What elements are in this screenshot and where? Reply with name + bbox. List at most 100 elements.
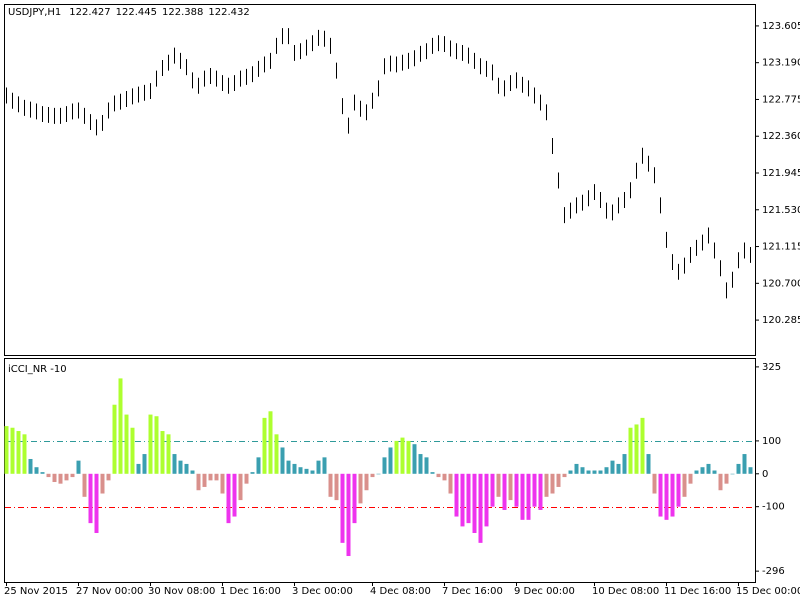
price-panel xyxy=(4,4,756,356)
y-tick-label: -100 xyxy=(762,502,785,513)
x-tick-label: 25 Nov 2015 xyxy=(4,586,68,597)
cci-bar xyxy=(382,457,387,474)
cci-bar xyxy=(232,473,237,517)
cci-bar xyxy=(70,473,75,478)
cci-bar xyxy=(64,473,69,481)
cci-bar xyxy=(532,473,537,507)
cci-bar xyxy=(22,434,27,474)
cci-bar xyxy=(406,440,411,474)
y-tick-label: 100 xyxy=(762,436,781,447)
symbol: USDJPY,H1 xyxy=(8,7,61,18)
y-tick-label: 121.530 xyxy=(762,205,800,216)
cci-bar xyxy=(16,431,21,474)
cci-bar xyxy=(136,463,141,474)
cci-bar xyxy=(76,460,81,474)
cci-bar xyxy=(388,447,393,474)
x-tick-label: 4 Dec 08:00 xyxy=(370,586,431,597)
cci-bar xyxy=(472,473,477,533)
cci-bar xyxy=(226,473,231,524)
cci-bar xyxy=(466,473,471,524)
cci-bar xyxy=(496,473,501,497)
cci-bar xyxy=(52,473,57,483)
cci-bar xyxy=(484,473,489,527)
cci-bar xyxy=(142,454,147,474)
cci-bar xyxy=(154,416,159,474)
cci-bar xyxy=(526,473,531,520)
cci-bar xyxy=(184,463,189,474)
cci-bar xyxy=(418,454,423,474)
cci-bar xyxy=(106,473,111,481)
cci-bar xyxy=(682,473,687,497)
quote: 122.445 xyxy=(116,7,157,18)
x-tick-label: 9 Dec 00:00 xyxy=(514,586,575,597)
cci-bar xyxy=(616,463,621,474)
cci-bar xyxy=(322,457,327,474)
cci-bar xyxy=(178,460,183,474)
cci-bar xyxy=(724,473,729,484)
cci-bar xyxy=(562,473,567,478)
x-tick-label: 7 Dec 16:00 xyxy=(442,586,503,597)
cci-bar xyxy=(130,427,135,474)
cci-bar xyxy=(250,472,255,474)
cci-bar xyxy=(736,463,741,474)
cci-bar xyxy=(706,463,711,474)
x-tick-label: 27 Nov 00:00 xyxy=(76,586,143,597)
cci-bar xyxy=(508,473,513,501)
cci-bar xyxy=(298,467,303,474)
quote: 122.427 xyxy=(69,7,110,18)
cci-bar xyxy=(88,473,93,524)
cci-bar xyxy=(622,454,627,474)
cci-bar xyxy=(478,473,483,543)
quote: 122.432 xyxy=(208,7,249,18)
cci-bar xyxy=(538,473,543,510)
cci-bar xyxy=(220,473,225,494)
cci-bar xyxy=(256,457,261,474)
cci-bar xyxy=(640,417,645,474)
cci-bar xyxy=(166,434,171,474)
cci-bar xyxy=(628,427,633,474)
cci-bar xyxy=(502,473,507,510)
cci-bar xyxy=(592,470,597,474)
cci-bar xyxy=(568,470,573,474)
cci-bar xyxy=(400,437,405,474)
cci-bar xyxy=(352,473,357,524)
cci-bar xyxy=(688,473,693,484)
cci-bar xyxy=(718,473,723,491)
cci-bar xyxy=(190,470,195,474)
x-tick-label: 15 Dec 00:00 xyxy=(736,586,800,597)
cci-bar xyxy=(268,411,273,474)
cci-bar xyxy=(4,426,9,474)
cci-bar xyxy=(460,473,465,527)
cci-bar xyxy=(598,470,603,474)
cci-bar xyxy=(328,473,333,497)
cci-bar xyxy=(28,458,33,474)
y-tick-label: 120.700 xyxy=(762,278,800,289)
cci-bar xyxy=(316,460,321,474)
cci-bar xyxy=(94,473,99,533)
indicator-title: iCCI_NR -10 xyxy=(8,364,67,375)
x-tick-label: 30 Nov 08:00 xyxy=(148,586,215,597)
cci-bar xyxy=(304,468,309,474)
cci-bar xyxy=(448,473,453,494)
cci-bar xyxy=(46,473,51,478)
cci-bar xyxy=(34,467,39,474)
cci-bar xyxy=(208,473,213,481)
cci-bar xyxy=(544,473,549,497)
cci-bar xyxy=(172,454,177,474)
cci-bar xyxy=(10,427,15,474)
cci-bar xyxy=(700,467,705,474)
cci-bar xyxy=(358,473,363,504)
cci-bar xyxy=(586,470,591,474)
cci-bar xyxy=(658,473,663,517)
price-title: USDJPY,H1 122.427 122.445 122.388 122.432 xyxy=(8,7,250,18)
cci-bar xyxy=(238,473,243,501)
cci-bar xyxy=(262,417,267,474)
cci-bar xyxy=(634,424,639,474)
cci-bar xyxy=(424,457,429,474)
cci-bar xyxy=(520,473,525,520)
cci-bar xyxy=(436,473,441,478)
cci-bar xyxy=(490,473,495,507)
cci-bar xyxy=(244,473,249,484)
